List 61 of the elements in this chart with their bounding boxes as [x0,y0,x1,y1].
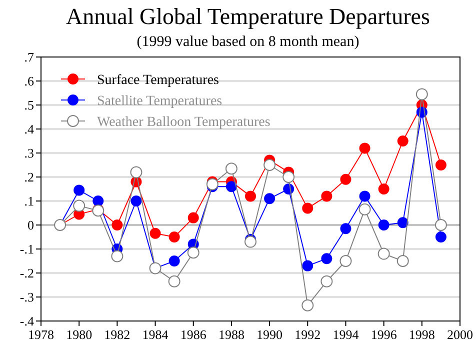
y-tick-label: .4 [24,122,34,137]
point [206,178,218,190]
x-tick-label: 1998 [408,327,435,342]
chart-title: Annual Global Temperature Departures [66,4,430,29]
point [150,228,161,239]
point [321,253,332,264]
point [168,256,180,266]
x-tick-label: 1982 [104,327,130,342]
point [187,246,200,259]
y-tick-label: -.2 [20,266,34,281]
point [282,171,295,183]
point [112,220,123,230]
y-tick-label: -.1 [20,242,34,257]
point [226,181,237,192]
legend-label: Weather Balloon Temperatures [97,114,270,130]
point [397,217,408,228]
x-tick-label: 1990 [256,327,283,342]
x-tick-label: 1992 [294,327,321,342]
point [73,200,86,212]
chart-subtitle: (1999 value based on 8 month mean) [136,34,360,50]
point [302,260,314,272]
point [435,160,446,170]
point [359,190,370,202]
point [264,159,276,171]
point [245,190,256,202]
y-tick-label: .2 [24,170,34,185]
point [244,236,256,248]
point [188,212,199,224]
y-tick-label: -.4 [20,314,34,329]
y-tick-label: -.3 [20,290,34,305]
legend-label: Surface Temperatures [97,72,219,88]
x-tick-label: 1988 [218,327,244,342]
x-tick-label: 1978 [28,327,54,342]
point [378,184,390,194]
point [302,202,314,214]
point [378,220,390,230]
x-tick-label: 2000 [447,327,473,342]
y-tick-label: .5 [24,98,34,113]
point [74,184,85,196]
point [111,250,124,262]
y-tick-label: .3 [24,146,34,161]
point [359,142,370,154]
y-tick-label: .7 [24,50,34,65]
x-tick-label: 1980 [66,327,92,342]
y-tick-label: .1 [24,194,34,209]
point [340,223,352,234]
y-tick-label: 0 [28,218,34,233]
point [321,190,332,202]
x-tick-label: 1996 [370,327,398,342]
point [434,219,447,231]
y-tick-label: .6 [24,74,34,89]
x-tick-label: 1986 [180,327,207,342]
point [264,193,276,204]
point [340,174,352,185]
x-tick-label: 1994 [332,327,360,342]
point [435,232,446,242]
point [397,136,408,146]
point [92,196,104,206]
point [168,232,180,242]
x-tick-label: 1984 [142,327,169,342]
point [130,196,142,206]
